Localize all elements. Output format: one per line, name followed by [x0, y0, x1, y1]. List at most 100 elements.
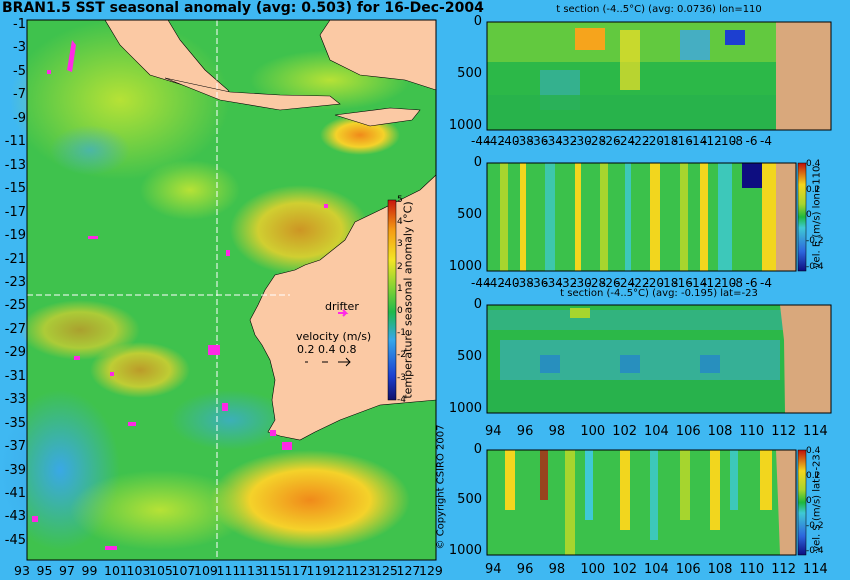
- panel-x-tick: -28: [586, 134, 607, 148]
- map-y-tick: -25: [4, 298, 26, 314]
- panel-x-tick: -42: [485, 276, 506, 290]
- map-y-tick: -5: [13, 63, 26, 79]
- panel-x-tick: -12: [702, 276, 722, 290]
- map-y-tick: -45: [4, 532, 26, 548]
- panel-y-tick: 0: [473, 442, 482, 457]
- map-y-tick: -27: [4, 321, 26, 337]
- panel-x-tick: -14: [687, 276, 708, 290]
- drifter-legend-arrow: [338, 309, 349, 317]
- map-y-tick: -7: [13, 87, 26, 103]
- panel-x-tick: 98: [548, 562, 566, 577]
- map-x-tick: 117: [284, 563, 308, 578]
- panel-x-tick: -8: [731, 134, 744, 148]
- panel-x-tick: -4: [760, 276, 772, 290]
- map-y-tick: -35: [4, 415, 26, 431]
- panel-y-tick: 1000: [448, 258, 482, 274]
- vel-s-colorbar-label: vel. S (m/s) lat=-23: [811, 454, 823, 552]
- panel-x-tick: 106: [675, 562, 701, 577]
- map-y-tick: -37: [4, 439, 26, 455]
- map-frame: [26, 19, 437, 561]
- sst-colorbar-tick: 2: [397, 261, 403, 272]
- sst-colorbar-label: temperature seasonal anomaly (°C): [401, 201, 415, 399]
- panel-x-tick: -40: [499, 276, 520, 290]
- panel-x-tick: -28: [586, 276, 607, 290]
- sst-colorbar-tick: -2: [397, 350, 406, 361]
- panel-vel-e-section: [486, 162, 807, 272]
- panel-x-tick: -20: [644, 134, 664, 148]
- panel-x-tick: -10: [716, 276, 737, 290]
- panel-x-tick: -18: [658, 134, 679, 148]
- panel-x-tick: -44: [471, 134, 491, 148]
- vel-colorbar-tick: 0.2: [806, 471, 821, 481]
- sst-colorbar-tick: 4: [397, 217, 403, 228]
- panel-x-tick: 114: [803, 424, 828, 439]
- sst-anomaly-field: [0, 20, 436, 560]
- map-y-tick: -11: [4, 134, 26, 150]
- panel-x-tick: -30: [572, 276, 592, 290]
- drifter-legend-label: drifter: [325, 300, 359, 313]
- panel-1-title: t section (-4..5°C) (avg: 0.0736) lon=11…: [556, 4, 762, 15]
- panel-x-tick: 94: [485, 424, 502, 439]
- map-x-tick: 101: [104, 563, 128, 578]
- sst-colorbar-tick: 1: [397, 283, 403, 294]
- panel-x-tick: -18: [658, 276, 679, 290]
- panel-x-tick: -20: [644, 276, 664, 290]
- panel-x-tick: -36: [528, 134, 549, 148]
- panel-x-tick: -44: [471, 276, 491, 290]
- vel-colorbar-tick: -0.2: [806, 521, 824, 531]
- panel-y-tick: 0: [473, 14, 482, 29]
- panel-x-tick: -16: [673, 134, 693, 148]
- panel-x-tick: 110: [739, 424, 765, 439]
- sst-colorbar-tick: -3: [397, 372, 406, 383]
- map-x-tick: 121: [329, 563, 353, 578]
- map-x-tick: 123: [351, 563, 376, 578]
- map-x-tick: 93: [14, 563, 30, 578]
- drifter-markers: [32, 40, 328, 550]
- panel-x-tick: 106: [675, 424, 701, 439]
- panel-y-tick: 1000: [448, 542, 482, 558]
- vel-colorbar-tick: 0.4: [806, 446, 821, 456]
- map-y-tick: -41: [4, 486, 26, 501]
- panel-x-tick: 96: [516, 424, 534, 439]
- panel-x-tick: -38: [514, 276, 534, 290]
- map-y-tick: -21: [4, 251, 26, 267]
- panel-x-tick: -42: [485, 134, 506, 148]
- velocity-legend-title: velocity (m/s): [296, 330, 372, 343]
- panel-x-tick: 98: [548, 424, 566, 439]
- vel-colorbar-tick: 0.2: [806, 184, 821, 195]
- map-x-tick: 111: [216, 563, 241, 578]
- panel-x-tick: -6: [745, 276, 758, 290]
- map-y-tick: -39: [4, 462, 26, 478]
- sst-colorbar-tick: 0: [397, 306, 403, 316]
- panel-vel-s-section: [486, 449, 807, 556]
- panel-y-tick: 0: [473, 155, 482, 170]
- map-y-tick: -3: [13, 40, 26, 56]
- map-x-tick: 107: [171, 563, 196, 578]
- panel-x-tick: -26: [601, 276, 621, 290]
- panel-x-tick: -34: [543, 276, 563, 290]
- map-x-tick: 105: [149, 563, 173, 578]
- panel-x-tick: -32: [557, 276, 578, 290]
- panel-t-section-lat: [486, 304, 832, 414]
- map-y-tick: -33: [4, 392, 26, 408]
- panel-y-tick: 500: [457, 65, 482, 81]
- map-x-tick: 95: [36, 563, 53, 578]
- panel-x-tick: -22: [629, 134, 650, 148]
- map-x-tick: 125: [374, 563, 398, 578]
- panel-y-tick: 1000: [448, 400, 482, 416]
- map-x-tick: 103: [126, 563, 151, 578]
- panel-x-tick: 110: [739, 562, 765, 577]
- sst-colorbar-tick: 5: [397, 195, 403, 205]
- panel-x-tick: 100: [580, 424, 606, 439]
- velocity-arrows-legend: [305, 357, 351, 367]
- panel-x-tick: -36: [528, 276, 549, 290]
- panel-y-tick: 500: [457, 206, 482, 222]
- panel-x-tick: 100: [580, 562, 606, 577]
- map-x-tick: 113: [239, 563, 263, 578]
- map-y-tick: -19: [4, 228, 26, 244]
- panel-x-tick: -32: [557, 134, 578, 148]
- sst-colorbar-tick: 3: [397, 239, 403, 250]
- vel-e-colorbar-label: vel. E (m/s) lon=110: [811, 165, 823, 269]
- panel-x-tick: -22: [629, 276, 650, 290]
- map-y-tick: -31: [4, 368, 26, 384]
